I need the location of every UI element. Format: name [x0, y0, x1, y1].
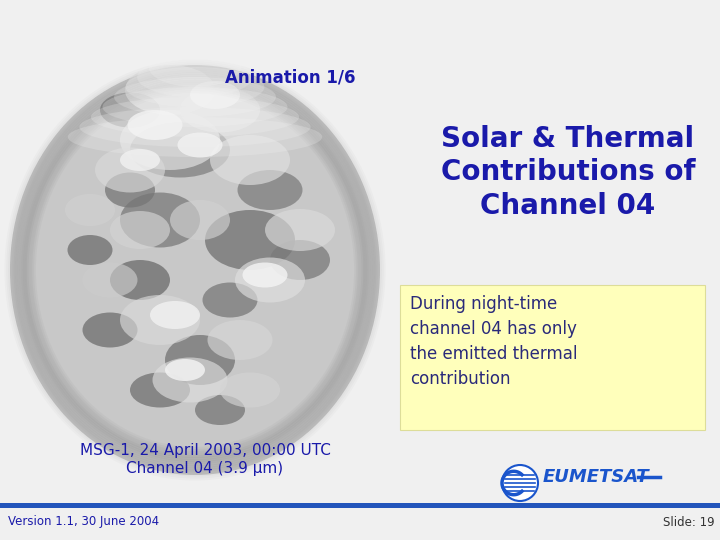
Ellipse shape: [153, 357, 228, 402]
Ellipse shape: [125, 65, 215, 115]
Ellipse shape: [195, 395, 245, 425]
Ellipse shape: [68, 117, 322, 157]
Ellipse shape: [127, 110, 182, 140]
Ellipse shape: [102, 87, 287, 127]
Ellipse shape: [130, 123, 230, 178]
Ellipse shape: [110, 260, 170, 300]
Ellipse shape: [165, 335, 235, 385]
Ellipse shape: [10, 65, 380, 475]
Text: Solar & Thermal
Contributions of
Channel 04: Solar & Thermal Contributions of Channel…: [441, 125, 696, 220]
Ellipse shape: [150, 301, 200, 329]
Ellipse shape: [125, 67, 264, 107]
Ellipse shape: [95, 147, 165, 192]
Ellipse shape: [120, 149, 160, 171]
Ellipse shape: [120, 295, 200, 345]
Ellipse shape: [138, 57, 253, 97]
Ellipse shape: [207, 320, 272, 360]
Text: Version 1.1, 30 June 2004: Version 1.1, 30 June 2004: [8, 516, 159, 529]
Text: Channel 04 (3.9 μm): Channel 04 (3.9 μm): [127, 461, 284, 476]
Ellipse shape: [130, 373, 190, 408]
Ellipse shape: [180, 87, 260, 132]
Ellipse shape: [205, 210, 295, 270]
Bar: [0, 503, 720, 508]
Ellipse shape: [178, 132, 222, 158]
Ellipse shape: [270, 240, 330, 280]
Ellipse shape: [114, 77, 276, 117]
Text: During night-time
channel 04 has only
the emitted thermal
contribution: During night-time channel 04 has only th…: [410, 295, 577, 388]
Ellipse shape: [235, 258, 305, 302]
Ellipse shape: [170, 200, 230, 240]
Ellipse shape: [149, 47, 241, 87]
Ellipse shape: [202, 282, 258, 318]
Ellipse shape: [83, 262, 138, 298]
Ellipse shape: [100, 92, 160, 127]
Ellipse shape: [79, 107, 310, 147]
Ellipse shape: [243, 262, 287, 287]
Ellipse shape: [165, 359, 205, 381]
Ellipse shape: [220, 373, 280, 408]
Ellipse shape: [105, 172, 155, 207]
Ellipse shape: [120, 110, 220, 170]
Text: MSG-1, 24 April 2003, 00:00 UTC: MSG-1, 24 April 2003, 00:00 UTC: [80, 442, 330, 457]
Ellipse shape: [210, 135, 290, 185]
FancyBboxPatch shape: [400, 285, 705, 430]
Text: EUMETSAT: EUMETSAT: [543, 468, 649, 486]
Circle shape: [502, 465, 538, 501]
Ellipse shape: [265, 209, 335, 251]
Text: Animation 1/6: Animation 1/6: [225, 69, 355, 87]
Text: Slide: 19: Slide: 19: [663, 516, 715, 529]
Ellipse shape: [110, 211, 170, 249]
Ellipse shape: [91, 97, 299, 137]
Ellipse shape: [83, 313, 138, 348]
Ellipse shape: [65, 194, 115, 226]
Ellipse shape: [190, 81, 240, 109]
Ellipse shape: [68, 235, 112, 265]
Ellipse shape: [238, 170, 302, 210]
Ellipse shape: [120, 192, 200, 247]
